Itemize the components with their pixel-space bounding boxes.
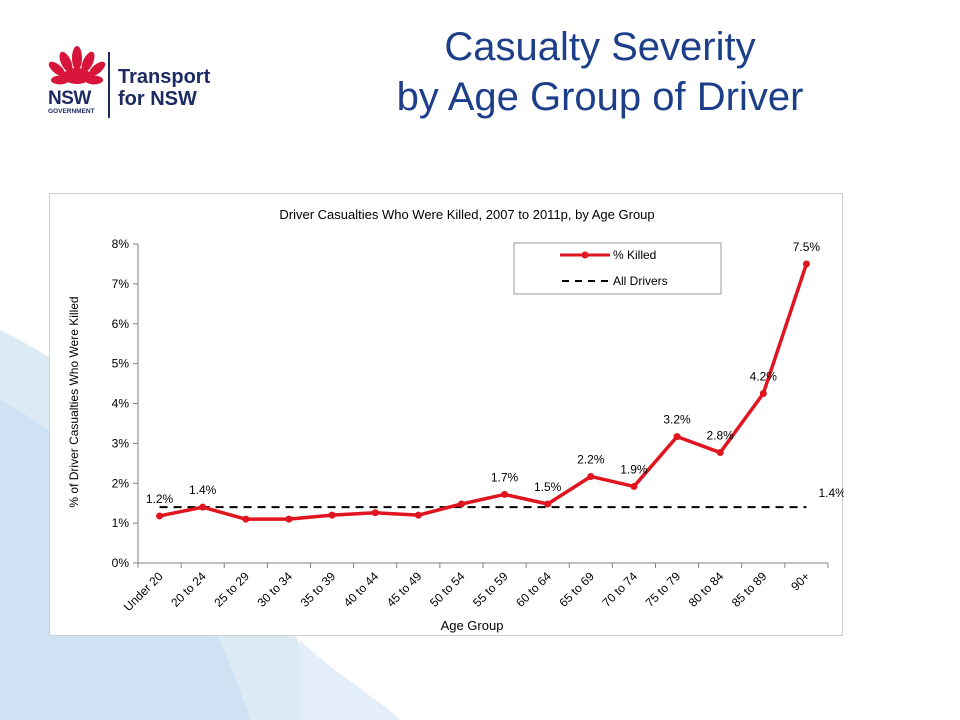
data-point bbox=[587, 472, 595, 480]
logo-agency-name: Transport for NSW bbox=[118, 66, 210, 110]
data-point bbox=[371, 509, 379, 517]
waratah-flower-icon bbox=[48, 46, 106, 85]
logo-nsw-wordmark: NSW bbox=[48, 88, 91, 109]
series-line bbox=[159, 263, 809, 521]
y-tick-label: 8% bbox=[112, 237, 130, 251]
transport-nsw-logo: NSW GOVERNMENT Transport for NSW bbox=[44, 44, 234, 124]
x-tick-label: 70 to 74 bbox=[599, 569, 640, 610]
y-tick-label: 2% bbox=[112, 476, 130, 490]
chart-axes bbox=[137, 244, 828, 564]
data-point bbox=[501, 490, 509, 498]
x-axis-label: Age Group bbox=[441, 618, 504, 633]
data-label: 7.5% bbox=[793, 240, 821, 254]
data-point bbox=[328, 511, 336, 519]
page-title: Casualty Severity by Age Group of Driver bbox=[300, 22, 900, 122]
y-tick-label: 6% bbox=[112, 317, 130, 331]
x-tick-label: 55 to 59 bbox=[470, 569, 511, 610]
data-label: 3.2% bbox=[663, 413, 691, 427]
data-point bbox=[414, 511, 422, 519]
x-tick-label: 85 to 89 bbox=[729, 569, 770, 610]
data-point bbox=[802, 260, 810, 268]
x-tick-label: 75 to 79 bbox=[643, 569, 684, 610]
x-tick-label: 50 to 54 bbox=[427, 569, 468, 610]
x-tick-label: 90+ bbox=[788, 569, 812, 593]
logo-divider bbox=[108, 52, 110, 118]
chart-legend: % Killed All Drivers bbox=[513, 242, 722, 295]
logo-government-label: GOVERNMENT bbox=[48, 108, 95, 115]
data-label: 4.2% bbox=[750, 370, 778, 384]
chart-panel: Driver Casualties Who Were Killed, 2007 … bbox=[49, 193, 844, 636]
x-tick-label: 30 to 34 bbox=[254, 569, 295, 610]
data-point bbox=[544, 500, 552, 508]
data-label: 1.4% bbox=[189, 483, 217, 497]
data-point bbox=[242, 515, 250, 523]
data-point bbox=[199, 503, 207, 511]
y-axis-label: % of Driver Casualties Who Were Killed bbox=[67, 296, 81, 507]
data-label: 2.2% bbox=[577, 452, 605, 466]
data-label: 1.7% bbox=[491, 470, 519, 484]
legend-series-label: % Killed bbox=[613, 248, 656, 262]
data-point bbox=[630, 482, 638, 490]
data-point bbox=[156, 512, 164, 520]
data-label: 1.9% bbox=[620, 462, 648, 476]
data-label: 2.8% bbox=[707, 429, 735, 443]
data-point bbox=[457, 500, 465, 508]
logo-line-2: for NSW bbox=[118, 88, 197, 110]
x-tick-label: 40 to 44 bbox=[341, 569, 382, 610]
legend-box bbox=[513, 242, 722, 295]
x-tick-label: 35 to 39 bbox=[298, 569, 339, 610]
series-killed: 1.2% 1.4% 1.7% 1.5% 2.2% 1.9% 3.2% 2.8% 4.2% 7.5% bbox=[146, 240, 821, 523]
y-tick-label: 7% bbox=[112, 277, 130, 291]
legend-reference-label: All Drivers bbox=[613, 274, 668, 288]
data-point bbox=[285, 515, 293, 523]
chart-title: Driver Casualties Who Were Killed, 2007 … bbox=[279, 207, 654, 222]
line-chart: Driver Casualties Who Were Killed, 2007 … bbox=[67, 207, 844, 633]
logo-line-1: Transport bbox=[118, 66, 211, 88]
x-tick-label: 25 to 29 bbox=[211, 569, 252, 610]
y-tick-label: 3% bbox=[112, 436, 130, 450]
legend-series-marker bbox=[581, 251, 589, 259]
page-title-line-1: Casualty Severity bbox=[444, 25, 756, 69]
data-point bbox=[673, 433, 681, 441]
x-tick-label: 80 to 84 bbox=[686, 569, 727, 610]
data-point bbox=[716, 449, 724, 457]
x-axis-ticks: Under 20 20 to 24 25 to 29 30 to 34 35 to 39… bbox=[121, 563, 829, 614]
x-tick-label: 60 to 64 bbox=[513, 569, 554, 610]
y-tick-label: 5% bbox=[112, 357, 130, 371]
page-title-line-2: by Age Group of Driver bbox=[396, 75, 804, 119]
y-tick-label: 4% bbox=[112, 397, 130, 411]
x-tick-label: Under 20 bbox=[121, 569, 166, 614]
data-label: 1.2% bbox=[146, 492, 174, 506]
reference-line-label: 1.4% bbox=[818, 486, 844, 500]
x-tick-label: 20 to 24 bbox=[168, 569, 209, 610]
x-tick-label: 65 to 69 bbox=[556, 569, 597, 610]
y-tick-label: 0% bbox=[112, 556, 130, 570]
data-point bbox=[759, 390, 767, 398]
y-axis-ticks: 0% 1% 2% 3% 4% 5% 6% 7% 8% bbox=[112, 237, 138, 570]
data-label: 1.5% bbox=[534, 480, 562, 494]
y-tick-label: 1% bbox=[112, 516, 130, 530]
x-tick-label: 45 to 49 bbox=[384, 569, 425, 610]
